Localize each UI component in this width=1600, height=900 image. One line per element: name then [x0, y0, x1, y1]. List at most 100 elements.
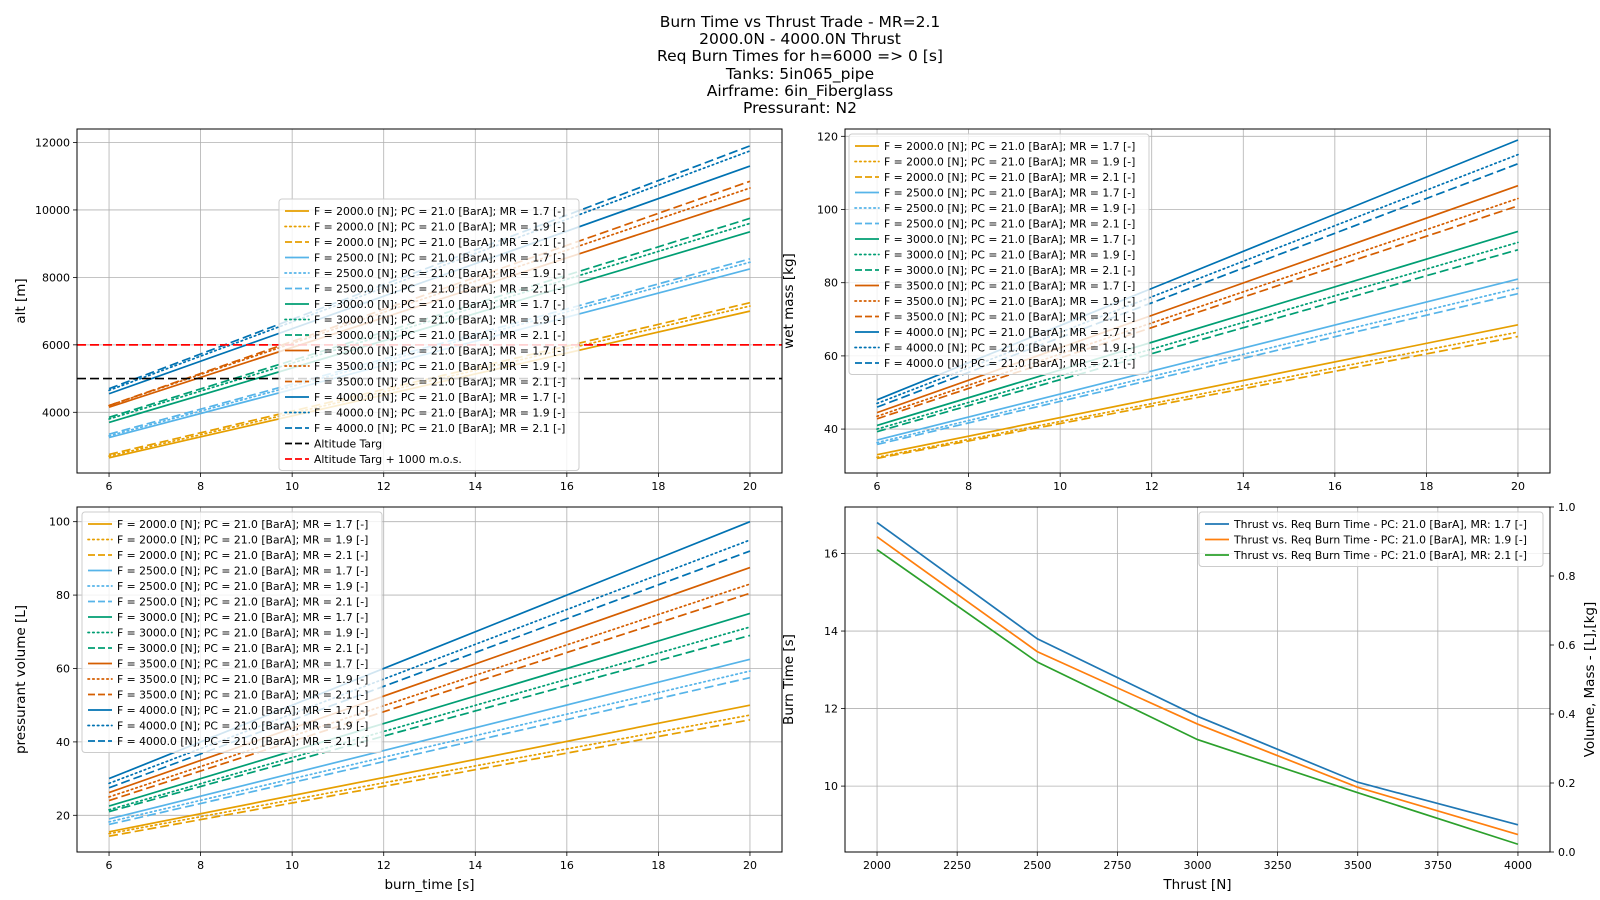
legend-entry: F = 3000.0 [N]; PC = 21.0 [BarA]; MR = 1… — [117, 611, 368, 624]
y-tick-label: 12 — [824, 703, 838, 716]
legend-entry: F = 4000.0 [N]; PC = 21.0 [BarA]; MR = 1… — [884, 326, 1135, 339]
legend-entry: F = 2500.0 [N]; PC = 21.0 [BarA]; MR = 1… — [314, 267, 565, 280]
series-line — [108, 592, 751, 802]
x-tick-label: 2000 — [863, 859, 891, 872]
y-tick-label: 60 — [56, 662, 70, 675]
series-line — [876, 197, 1519, 418]
legend-entry: F = 2000.0 [N]; PC = 21.0 [BarA]; MR = 1… — [884, 140, 1135, 153]
series-line — [876, 292, 1519, 446]
x-tick-label: 2250 — [943, 859, 971, 872]
legend-entry: F = 3500.0 [N]; PC = 21.0 [BarA]; MR = 1… — [117, 673, 368, 686]
legend-entry: F = 2000.0 [N]; PC = 21.0 [BarA]; MR = 1… — [314, 205, 565, 218]
x-tick-label: 10 — [285, 859, 299, 872]
series-line — [876, 287, 1519, 444]
subplot-wet: 6 8 10 12 14 16 18 20 40 60 80 100 120 wet mass [kg] F… — [781, 128, 1551, 493]
y-tick-label: 40 — [824, 423, 838, 436]
y-tick-label: 120 — [817, 130, 838, 143]
series-line — [108, 719, 751, 838]
y-axis-label: wet mass [kg] — [781, 253, 797, 349]
legend-entry: F = 3000.0 [N]; PC = 21.0 [BarA]; MR = 2… — [314, 329, 565, 342]
legend-box — [278, 198, 580, 471]
x-tick-label: 4000 — [1504, 859, 1532, 872]
legend-entry: F = 3500.0 [N]; PC = 21.0 [BarA]; MR = 1… — [884, 280, 1135, 293]
series-line — [108, 676, 751, 826]
legend-entry: F = 3000.0 [N]; PC = 21.0 [BarA]; MR = 1… — [884, 249, 1135, 262]
legend-entry: F = 4000.0 [N]; PC = 21.0 [BarA]; MR = 2… — [884, 357, 1135, 370]
y-tick-label: 4000 — [42, 406, 70, 419]
series-line — [876, 331, 1519, 459]
axes-frame — [76, 128, 783, 474]
series-line — [876, 335, 1519, 460]
series-line — [876, 248, 1519, 433]
y-tick-label: 60 — [824, 350, 838, 363]
legend-entry: F = 2500.0 [N]; PC = 21.0 [BarA]; MR = 2… — [884, 218, 1135, 231]
series-line — [108, 658, 751, 820]
suptitle-line: Req Burn Times for h=6000 => 0 [s] — [657, 47, 943, 66]
y-right-tick-label: 0.8 — [1558, 570, 1576, 583]
x-tick-label: 2750 — [1103, 859, 1131, 872]
y-tick-label: 40 — [56, 736, 70, 749]
legend-entry: F = 4000.0 [N]; PC = 21.0 [BarA]; MR = 1… — [117, 704, 368, 717]
legend-entry: Altitude Targ + 1000 m.o.s. — [314, 453, 462, 466]
series-line — [108, 150, 751, 392]
legend-entry: F = 3500.0 [N]; PC = 21.0 [BarA]; MR = 1… — [314, 360, 565, 373]
legend-entry: F = 3500.0 [N]; PC = 21.0 [BarA]; MR = 2… — [314, 376, 565, 389]
legend-entry: F = 2500.0 [N]; PC = 21.0 [BarA]; MR = 1… — [884, 202, 1135, 215]
legend-entry: F = 3500.0 [N]; PC = 21.0 [BarA]; MR = 1… — [884, 295, 1135, 308]
legend-entry: F = 3000.0 [N]; PC = 21.0 [BarA]; MR = 1… — [314, 298, 565, 311]
series-line — [108, 566, 751, 794]
legend-entry: F = 3000.0 [N]; PC = 21.0 [BarA]; MR = 1… — [314, 314, 565, 327]
legend-entry: F = 4000.0 [N]; PC = 21.0 [BarA]; MR = 2… — [314, 422, 565, 435]
y-right-tick-label: 1.0 — [1558, 501, 1576, 514]
y-tick-label: 16 — [824, 548, 838, 561]
x-tick-label: 12 — [377, 480, 391, 493]
series-line — [876, 323, 1519, 456]
series-line — [876, 241, 1519, 430]
legend: Thrust vs. Req Burn Time - PC: 21.0 [Bar… — [1198, 511, 1544, 567]
subplot-burn: 2000 2250 2500 2750 3000 3250 3500 3750 4000 10 12… — [781, 501, 1598, 893]
y-tick-label: 20 — [56, 809, 70, 822]
y-tick-label: 14 — [824, 625, 838, 638]
series-line — [876, 548, 1519, 846]
legend-entry: F = 4000.0 [N]; PC = 21.0 [BarA]; MR = 1… — [314, 407, 565, 420]
x-tick-label: 12 — [1145, 480, 1159, 493]
series-line — [876, 205, 1519, 420]
x-tick-label: 14 — [468, 859, 482, 872]
y-axis-label: pressurant volume [L] — [13, 605, 29, 754]
series-line — [108, 583, 751, 798]
series-line — [108, 704, 751, 833]
y-right-tick-label: 0.2 — [1558, 777, 1576, 790]
x-tick-label: 14 — [1236, 480, 1250, 493]
y-tick-label: 8000 — [42, 271, 70, 284]
axes-frame — [844, 128, 1551, 474]
legend-entry: F = 2000.0 [N]; PC = 21.0 [BarA]; MR = 1… — [117, 534, 368, 547]
series-line — [108, 612, 751, 807]
x-tick-label: 3750 — [1424, 859, 1452, 872]
series-line — [108, 217, 751, 419]
y-tick-label: 10000 — [35, 204, 70, 217]
y-axis-label: Burn Time [s] — [781, 634, 797, 725]
x-tick-label: 2500 — [1023, 859, 1051, 872]
series-line — [876, 521, 1519, 826]
legend-entry: F = 3500.0 [N]; PC = 21.0 [BarA]; MR = 1… — [117, 658, 368, 671]
x-tick-label: 10 — [285, 480, 299, 493]
suptitle-line: Burn Time vs Thrust Trade - MR=2.1 — [659, 13, 941, 31]
x-tick-label: 6 — [106, 859, 113, 872]
y-axis-label: alt [m] — [13, 278, 29, 323]
suptitle-line: Airframe: 6in_Fiberglass — [706, 81, 894, 100]
legend-entry: F = 3000.0 [N]; PC = 21.0 [BarA]; MR = 2… — [117, 642, 368, 655]
grid — [845, 507, 1550, 852]
x-tick-label: 14 — [468, 480, 482, 493]
x-tick-label: 3250 — [1264, 859, 1292, 872]
legend-entry: F = 4000.0 [N]; PC = 21.0 [BarA]; MR = 1… — [884, 342, 1135, 355]
x-tick-label: 12 — [377, 859, 391, 872]
suptitle-line: 2000.0N - 4000.0N Thrust — [699, 30, 901, 49]
legend-box — [848, 133, 1150, 375]
x-tick-label: 18 — [1419, 480, 1433, 493]
x-tick-label: 20 — [743, 480, 757, 493]
series-line — [108, 634, 751, 813]
series-line — [876, 536, 1519, 836]
legend-entry: Altitude Targ — [314, 438, 382, 451]
series-line — [108, 626, 751, 811]
